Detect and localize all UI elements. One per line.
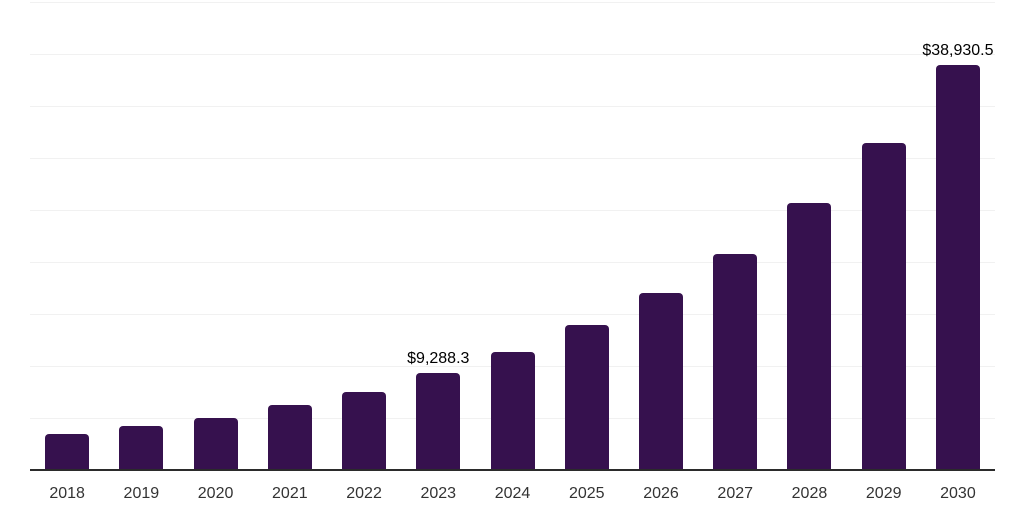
bar-slot-2030: $38,930.5 — [921, 2, 995, 470]
x-tick-label-2029: 2029 — [865, 485, 902, 502]
bar-slot-2026 — [624, 2, 698, 470]
bar-2023 — [416, 373, 461, 470]
x-tick-label-2024: 2024 — [494, 485, 531, 502]
bar-2029 — [861, 143, 906, 470]
x-tick-label-2025: 2025 — [568, 485, 605, 502]
bar-slot-2028 — [772, 2, 846, 470]
bar-value-label-2030: $38,930.5 — [922, 42, 994, 60]
bar-2030 — [935, 65, 980, 470]
gridline-15000 — [30, 314, 995, 315]
x-tick-label-2020: 2020 — [197, 485, 234, 502]
gridline-20000 — [30, 262, 995, 263]
plot-area: $9,288.3 $38,930.5 — [30, 2, 995, 470]
gridline-25000 — [30, 210, 995, 211]
x-tick-label-2026: 2026 — [643, 485, 679, 502]
bar-slot-2024 — [475, 2, 549, 470]
x-tick-label-2022: 2022 — [346, 485, 382, 502]
x-tick-label-2030: 2030 — [940, 485, 976, 502]
bar-2028 — [787, 203, 832, 470]
x-axis-labels: 2018 2019 2020 2021 2022 2023 2024 2025 2026 2027… — [30, 484, 995, 504]
bar-2022 — [342, 392, 387, 470]
bar-slot-2027 — [698, 2, 772, 470]
x-tick-label-2021: 2021 — [272, 485, 308, 502]
bar-slot-2022 — [327, 2, 401, 470]
bar-slot-2023: $9,288.3 — [401, 2, 475, 470]
bar-slot-2025 — [550, 2, 624, 470]
gridline-30000 — [30, 158, 995, 159]
bar-slots: $9,288.3 $38,930.5 — [30, 2, 995, 470]
bar-2019 — [119, 426, 164, 470]
bar-slot-2019 — [104, 2, 178, 470]
x-tick-label-2019: 2019 — [123, 485, 160, 502]
bar-2025 — [564, 324, 609, 470]
bar-slot-2029 — [847, 2, 921, 470]
bar-2020 — [193, 418, 238, 470]
x-tick-label-2028: 2028 — [791, 485, 828, 502]
bar-slot-2020 — [178, 2, 252, 470]
x-tick-label-2027: 2027 — [717, 485, 754, 502]
x-axis-line — [30, 469, 995, 471]
x-tick-label-2023: 2023 — [420, 485, 457, 502]
gridline-40000 — [30, 54, 995, 55]
bar-2018 — [45, 433, 90, 470]
gridline-45000 — [30, 2, 995, 3]
bar-2021 — [267, 405, 312, 470]
bar-slot-2018 — [30, 2, 104, 470]
bar-2024 — [490, 352, 535, 470]
bar-2027 — [713, 253, 758, 470]
gridline-35000 — [30, 106, 995, 107]
bar-2026 — [638, 293, 683, 470]
x-tick-label-2018: 2018 — [49, 485, 85, 502]
bar-value-label-2023: $9,288.3 — [407, 350, 470, 368]
bar-slot-2021 — [253, 2, 327, 470]
